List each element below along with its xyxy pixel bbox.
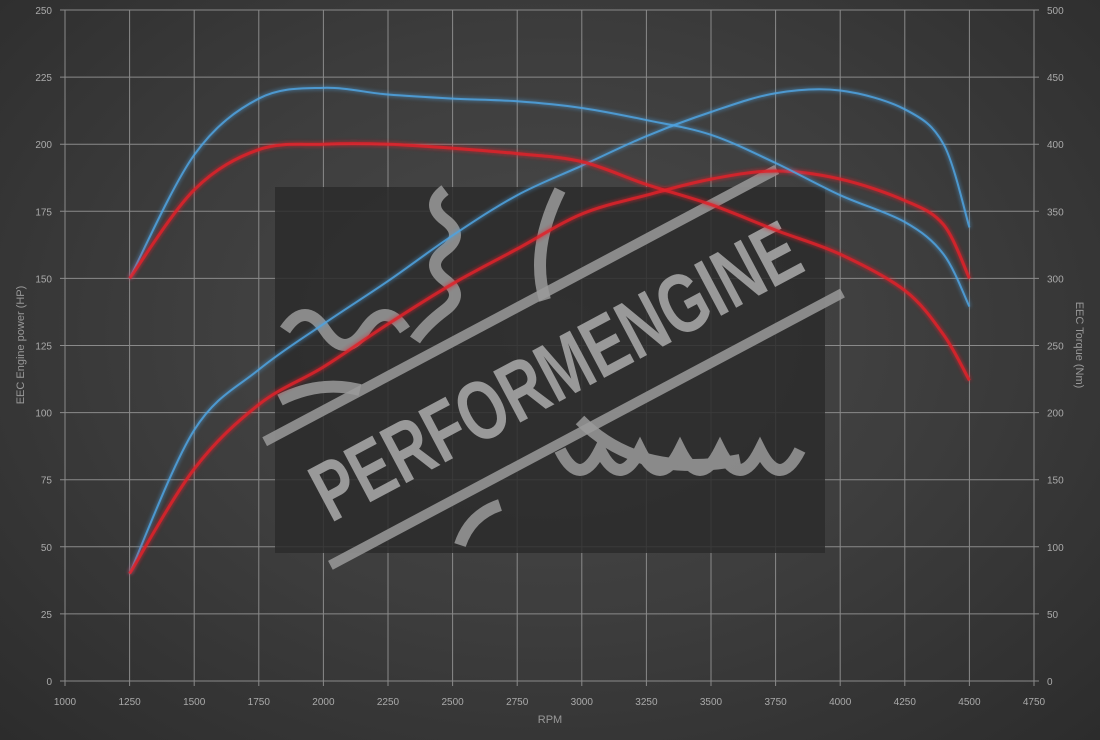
x-tick-label: 4500 <box>958 697 981 708</box>
y2-tick-label: 0 <box>1047 677 1053 688</box>
y-tick-label: 175 <box>35 207 52 218</box>
y2-tick-label: 500 <box>1047 6 1064 17</box>
y2-tick-label: 250 <box>1047 342 1064 353</box>
x-tick-label: 2250 <box>377 697 400 708</box>
y-tick-label: 100 <box>35 409 52 420</box>
y-tick-label: 0 <box>46 677 52 688</box>
y-tick-label: 75 <box>41 476 53 487</box>
x-axis-label: RPM <box>538 714 562 726</box>
y2-tick-label: 150 <box>1047 476 1064 487</box>
axis-ticks: 1000 1250 1500 1750 2000 2250 2500 2750 3000 3250… <box>35 6 1064 708</box>
x-tick-label: 2750 <box>506 697 529 708</box>
x-tick-label: 1000 <box>54 697 77 708</box>
y2-axis-label: EEC Torque (Nm) <box>1073 302 1085 389</box>
y-tick-label: 250 <box>35 6 52 17</box>
x-tick-label: 3750 <box>764 697 787 708</box>
x-tick-label: 1500 <box>183 697 206 708</box>
series-line-1 <box>128 169 971 575</box>
x-tick-label: 3500 <box>700 697 723 708</box>
x-tick-label: 3000 <box>571 697 594 708</box>
x-tick-label: 4750 <box>1023 697 1046 708</box>
x-tick-label: 1750 <box>248 697 271 708</box>
performengine-logo-watermark: PERFORMENGINE <box>262 164 845 570</box>
series-line-0 <box>128 88 971 575</box>
x-tick-label: 1250 <box>118 697 141 708</box>
y-tick-label: 225 <box>35 73 52 84</box>
series-line-3 <box>128 142 971 382</box>
x-tick-label: 4000 <box>829 697 852 708</box>
series-line-2 <box>128 86 971 308</box>
x-tick-label: 2500 <box>441 697 464 708</box>
y2-tick-label: 450 <box>1047 73 1064 84</box>
y-tick-label: 125 <box>35 342 52 353</box>
y-tick-label: 50 <box>41 543 53 554</box>
x-tick-label: 4250 <box>894 697 917 708</box>
y-tick-label: 150 <box>35 274 52 285</box>
y-axis-label: EEC Engine power (HP) <box>15 286 27 405</box>
y-tick-label: 200 <box>35 140 52 151</box>
x-tick-label: 3250 <box>635 697 658 708</box>
grid <box>60 9 1039 686</box>
x-tick-label: 2000 <box>312 697 335 708</box>
y2-tick-label: 400 <box>1047 140 1064 151</box>
series-lines <box>128 86 971 575</box>
y2-tick-label: 100 <box>1047 543 1064 554</box>
y2-tick-label: 300 <box>1047 274 1064 285</box>
y2-tick-label: 200 <box>1047 409 1064 420</box>
y-tick-label: 25 <box>41 610 53 621</box>
y2-tick-label: 50 <box>1047 610 1059 621</box>
y2-tick-label: 350 <box>1047 207 1064 218</box>
